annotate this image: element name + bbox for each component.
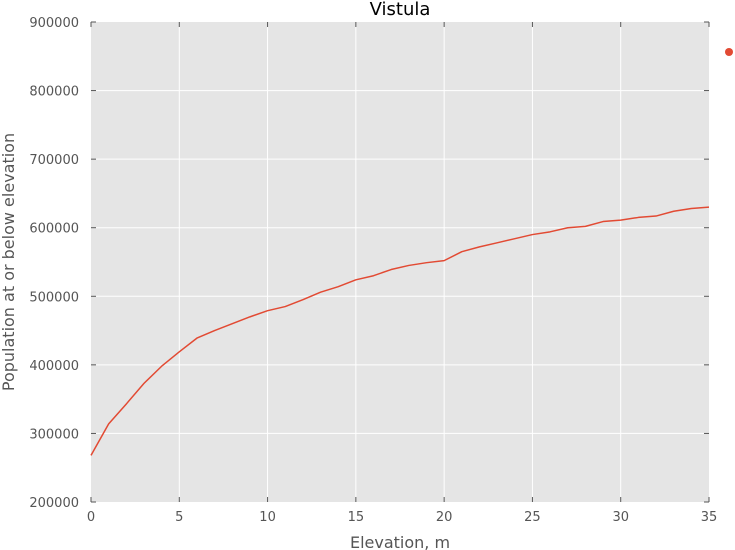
x-tick-labels: 0 5 10 15 20 25 30 35	[87, 510, 717, 525]
x-tick-label: 5	[175, 510, 183, 525]
series-lines	[90, 206, 710, 456]
y-tick-label: 800000	[29, 85, 79, 100]
x-tick-label: 0	[87, 510, 95, 525]
x-axis-label: Elevation, m	[350, 533, 450, 550]
y-tick-label: 200000	[29, 496, 79, 511]
legend	[725, 48, 733, 56]
y-tick-label: 400000	[29, 359, 79, 374]
grid-lines	[91, 22, 709, 502]
y-tick-labels: 200000 300000 400000 500000 600000 700000 8000…	[29, 16, 79, 511]
series-line	[90, 206, 710, 456]
plot-background	[91, 22, 709, 502]
y-tick-label: 900000	[29, 16, 79, 31]
x-tick-label: 25	[524, 510, 541, 525]
legend-marker	[725, 48, 733, 56]
chart-title: Vistula	[370, 0, 431, 20]
x-tick-label: 30	[612, 510, 629, 525]
x-tick-label: 20	[436, 510, 453, 525]
y-tick-label: 300000	[29, 427, 79, 442]
tick-marks	[90, 21, 710, 503]
x-tick-label: 35	[701, 510, 718, 525]
x-tick-label: 15	[348, 510, 365, 525]
x-tick-label: 10	[259, 510, 276, 525]
y-tick-label: 500000	[29, 290, 79, 305]
y-axis-label: Population at or below elevation	[0, 133, 18, 391]
y-tick-label: 600000	[29, 222, 79, 237]
y-tick-label: 700000	[29, 153, 79, 168]
